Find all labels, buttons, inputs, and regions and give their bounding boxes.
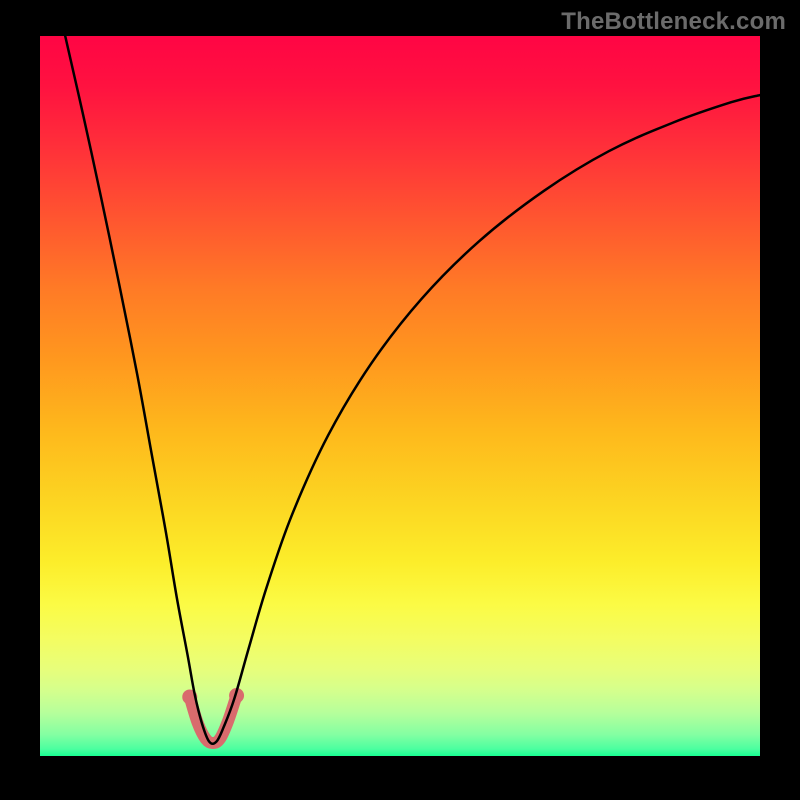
chart-frame: TheBottleneck.com: [0, 0, 800, 800]
plot-background: [40, 36, 760, 756]
bottleneck-chart: [0, 0, 800, 800]
watermark-text: TheBottleneck.com: [561, 8, 786, 36]
